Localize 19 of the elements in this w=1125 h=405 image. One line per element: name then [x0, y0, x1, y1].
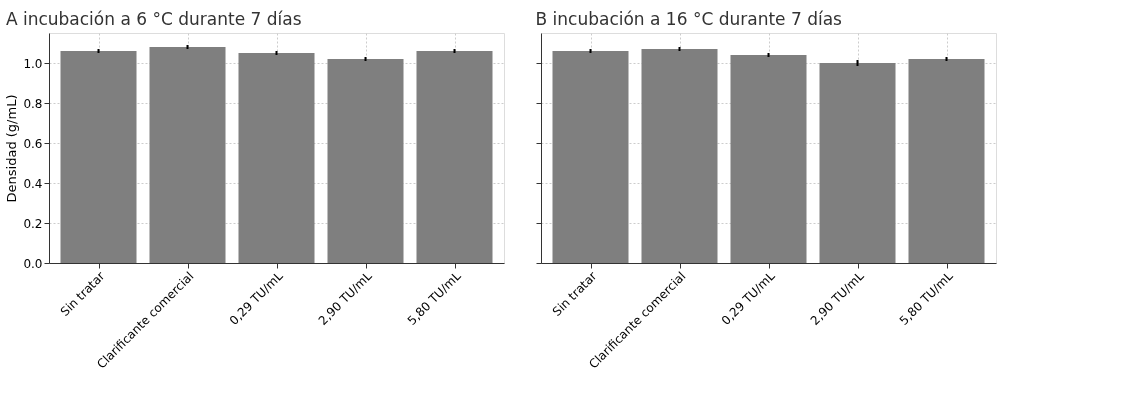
y-tick-label: 0.8 — [23, 96, 43, 111]
bar — [908, 59, 985, 263]
y-tick-label: 1.0 — [23, 56, 43, 71]
y-tick-label: 0.6 — [23, 136, 43, 151]
bar — [327, 59, 404, 263]
bar — [641, 49, 718, 263]
y-axis-title: Densidad (g/mL) — [4, 94, 20, 203]
bar — [552, 51, 629, 263]
bar — [819, 63, 896, 263]
y-tick-label: 0.2 — [23, 216, 43, 231]
bar — [416, 51, 493, 263]
bar — [238, 53, 315, 263]
chart-title: A incubación a 6 °C durante 7 días — [5, 9, 302, 29]
bar — [149, 47, 226, 263]
bar — [60, 51, 137, 263]
y-tick-label: 0.4 — [23, 176, 43, 191]
chart-title: B incubación a 16 °C durante 7 días — [535, 9, 843, 29]
y-tick-label: 0.0 — [23, 256, 43, 271]
bar — [730, 55, 807, 263]
